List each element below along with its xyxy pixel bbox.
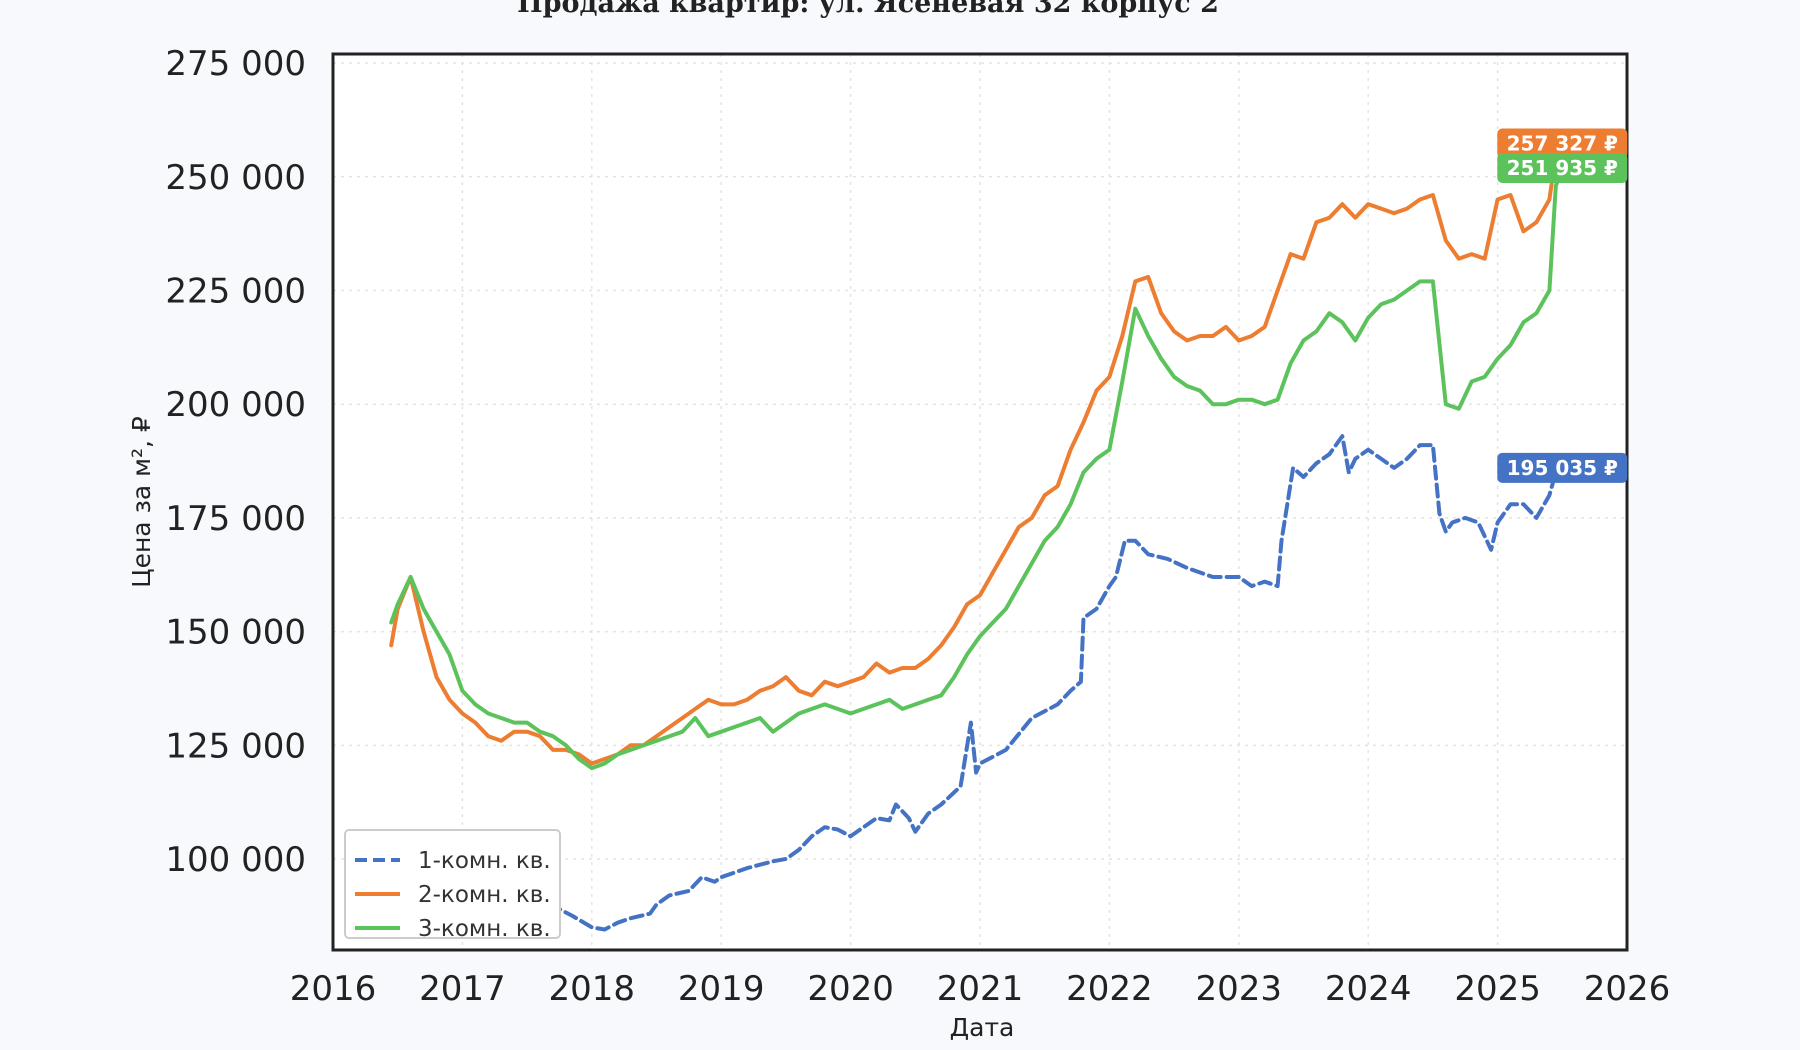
y-tick-label: 125 000 (165, 726, 306, 766)
plot-frame (331, 52, 1629, 952)
legend-label: 1-комн. кв. (418, 848, 551, 874)
end-badge-3 (1497, 153, 1628, 184)
x-tick-label: 2026 (1584, 969, 1671, 1009)
legend-label: 2-комн. кв. (418, 882, 551, 908)
x-tick-label: 2021 (937, 969, 1024, 1009)
x-tick-label: 2017 (419, 969, 506, 1009)
end-badge-label: 195 035 ₽ (1507, 456, 1618, 480)
x-tick-label: 2016 (290, 969, 377, 1009)
x-tick-label: 2022 (1066, 969, 1153, 1009)
end-badge-1 (1497, 452, 1628, 483)
legend: 1-комн. кв. 2-комн. кв. 3-комн. кв. (344, 829, 561, 942)
series-line-2 (389, 141, 1565, 766)
end-badge-label: 257 327 ₽ (1507, 131, 1618, 155)
y-tick-label: 200 000 (165, 385, 306, 425)
y-tick-label: 250 000 (165, 158, 306, 198)
end-value-badges: 195 035 ₽ 257 327 ₽251 935 ₽ (1497, 128, 1628, 483)
y-tick-label: 275 000 (165, 44, 306, 84)
x-tick-label: 2018 (549, 969, 636, 1009)
y-axis-ticks: 100 000 125 000 150 000 175 000 200 000 225 0… (165, 44, 306, 880)
legend-box (344, 829, 561, 939)
x-axis-ticks: 2016 2017 2018 2019 2020 2021 2022 2023 2024 2025… (290, 969, 1671, 1009)
y-axis-label: Цена за м², ₽ (127, 416, 156, 588)
y-tick-label: 100 000 (165, 840, 306, 880)
series-line-3 (389, 166, 1565, 771)
end-badge-2 (1497, 128, 1628, 159)
x-tick-label: 2025 (1454, 969, 1541, 1009)
y-tick-label: 175 000 (165, 499, 306, 539)
x-tick-label: 2023 (1196, 969, 1283, 1009)
x-tick-label: 2024 (1325, 969, 1412, 1009)
x-tick-label: 2019 (678, 969, 765, 1009)
y-tick-label: 225 000 (165, 272, 306, 312)
end-badge-label: 251 935 ₽ (1507, 156, 1618, 180)
legend-label: 3-комн. кв. (418, 916, 551, 942)
series-lines (389, 141, 1565, 932)
chart-title: Продажа квартир: ул. Ясеневая 32 корпус … (517, 0, 1219, 19)
x-tick-label: 2020 (807, 969, 894, 1009)
series-line-1 (389, 434, 1565, 932)
x-axis-label: Дата (950, 1013, 1015, 1042)
y-tick-label: 150 000 (165, 613, 306, 653)
